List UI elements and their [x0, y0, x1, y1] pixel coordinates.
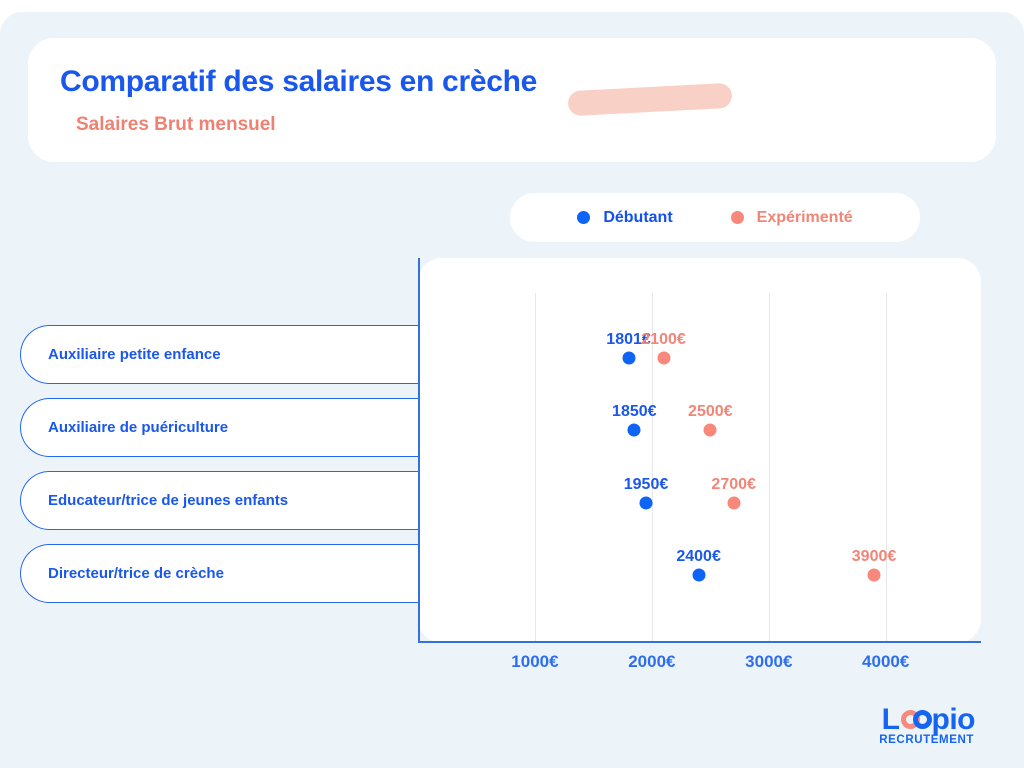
plot-area: 1801€ 1850€ 1950€ 2400€ 2100€ 2500€ 2700€ 3900€ [418, 258, 981, 643]
category-pill: Auxiliaire petite enfance [20, 325, 418, 384]
blue-ring-icon [912, 710, 932, 729]
legend-item-1: Expérimenté [730, 208, 853, 227]
brand-logo: L pio RECRUTEMENT [879, 703, 975, 746]
x-tick-label: 3000€ [745, 652, 793, 671]
data-point-dot [622, 351, 636, 365]
data-point-dot [657, 351, 671, 365]
chart-legend: Débutant Expérimenté [510, 193, 920, 242]
value-label: 2500€ [688, 403, 733, 421]
brand-wordmark: L pio [879, 703, 976, 737]
x-axis-line [418, 641, 981, 643]
category-label: Directeur/trice de crèche [48, 565, 224, 582]
x-tick-label: 2000€ [628, 652, 676, 671]
legend-label: Expérimenté [756, 208, 853, 226]
value-label: 1850€ [612, 403, 657, 421]
gridline [651, 293, 653, 641]
page-subtitle: Salaires Brut mensuel [76, 114, 276, 135]
category-pill: Directeur/trice de crèche [20, 544, 418, 603]
header-card: Comparatif des salaires en crèche Salair… [28, 38, 996, 162]
brand-text-start: L [881, 703, 900, 736]
gridline [534, 293, 536, 641]
category-label: Auxiliaire petite enfance [48, 346, 221, 363]
x-tick-label: 4000€ [862, 652, 910, 671]
legend-dot-icon [577, 211, 591, 224]
value-label: 2100€ [641, 331, 686, 348]
y-axis-line [418, 258, 420, 643]
brand-tagline: RECRUTEMENT [879, 734, 974, 746]
gridline [885, 293, 887, 641]
legend-item-0: Débutant [577, 208, 673, 227]
value-label: 1801€ [606, 331, 651, 348]
value-label: 1950€ [623, 475, 669, 493]
plot-card [418, 258, 981, 643]
highlight-swoosh [567, 82, 733, 117]
data-point-dot [727, 496, 741, 510]
data-point-dot [692, 568, 706, 582]
legend-label: Débutant [603, 208, 673, 226]
category-pill: Educateur/trice de jeunes enfants [20, 471, 418, 530]
page-title: Comparatif des salaires en crèche [60, 65, 537, 98]
data-point-dot [867, 568, 881, 582]
value-label: 2700€ [711, 475, 756, 493]
x-axis-ticks: 1000€ 2000€ 3000€ 4000€ [418, 652, 981, 674]
x-tick-label: 1000€ [511, 652, 559, 671]
data-point-dot [627, 423, 641, 437]
data-point-dot [703, 423, 717, 437]
value-label: 2400€ [676, 548, 721, 566]
legend-dot-icon [730, 211, 744, 224]
category-label: Auxiliaire de puériculture [48, 419, 229, 436]
brand-text-end: pio [931, 703, 976, 736]
category-pill: Auxiliaire de puériculture [20, 398, 418, 457]
data-point-dot [639, 496, 653, 510]
value-label: 3900€ [851, 548, 897, 566]
category-label: Educateur/trice de jeunes enfants [48, 492, 289, 509]
gridline [768, 293, 770, 641]
